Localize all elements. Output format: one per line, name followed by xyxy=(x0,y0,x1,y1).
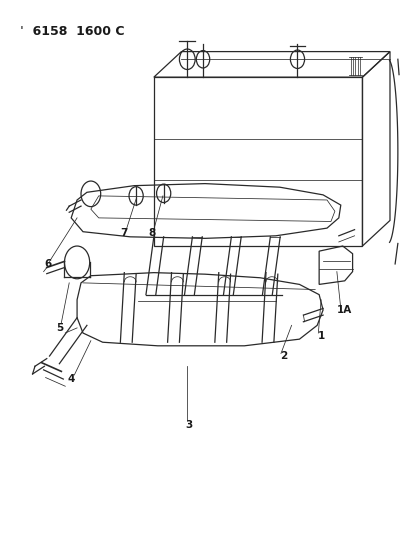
Text: 5: 5 xyxy=(56,323,63,333)
Text: 3: 3 xyxy=(185,420,192,430)
Text: 1A: 1A xyxy=(336,305,351,315)
Text: 1: 1 xyxy=(317,330,324,341)
Text: ˈ  6158  1600 C: ˈ 6158 1600 C xyxy=(20,25,124,38)
Text: 6: 6 xyxy=(44,259,51,269)
Text: 2: 2 xyxy=(279,351,287,361)
Text: 8: 8 xyxy=(148,228,155,238)
Text: 7: 7 xyxy=(120,228,128,238)
Text: 4: 4 xyxy=(67,374,75,384)
